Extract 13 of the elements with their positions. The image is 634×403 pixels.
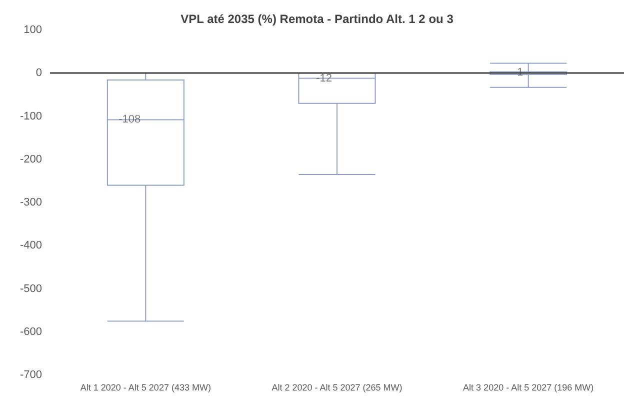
y-tick-label: 100 [24, 24, 42, 36]
y-tick-label: -100 [20, 110, 42, 122]
y-tick-label: -500 [20, 282, 42, 295]
y-tick-label: -200 [20, 153, 42, 166]
y-tick-label: -400 [20, 240, 42, 252]
x-tick-label: Alt 3 2020 - Alt 5 2027 (196 MW) [463, 382, 594, 392]
y-tick-label: -300 [20, 196, 42, 208]
y-tick-label: -700 [20, 369, 42, 381]
y-tick-label: 0 [36, 67, 42, 80]
x-tick-label: Alt 1 2020 - Alt 5 2027 (433 MW) [80, 382, 211, 392]
y-tick-label: -600 [20, 326, 42, 338]
x-tick-label: Alt 2 2020 - Alt 5 2027 (265 MW) [272, 382, 402, 392]
chart-title: VPL até 2035 (%) Remota - Partindo Alt. 1 2 ou 3 [180, 12, 454, 26]
